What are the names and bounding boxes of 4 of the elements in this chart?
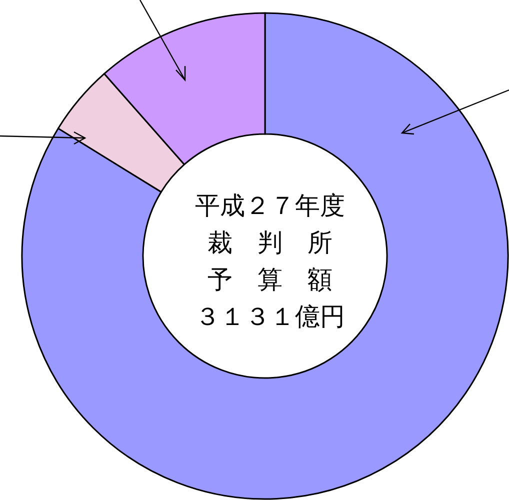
text: 予 算 額 (208, 265, 332, 294)
text: ３１３１億円 (195, 302, 345, 331)
text: 裁 判 所 (208, 228, 332, 257)
text: 平成２７年度 (195, 191, 345, 220)
